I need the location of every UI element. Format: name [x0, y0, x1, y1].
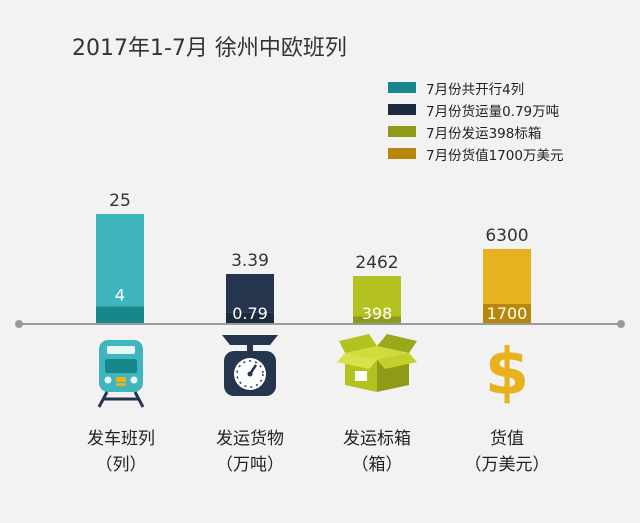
- legend-swatch: [388, 126, 416, 137]
- category-name: 发运标箱: [343, 429, 411, 449]
- category-unit: （万吨）: [216, 455, 284, 475]
- bar-total: [353, 276, 401, 317]
- bar-july-label: 0.79: [232, 304, 268, 323]
- legend-swatch: [388, 82, 416, 93]
- bar-july-label: 4: [115, 285, 125, 304]
- legend-item: 7月份货运量0.79万吨: [388, 101, 563, 120]
- category-unit: （万美元）: [464, 455, 550, 475]
- bar-july: [483, 303, 531, 324]
- legend-item: 7月份货值1700万美元: [388, 145, 564, 164]
- bar-total-label: 25: [109, 191, 131, 211]
- legend-swatch: [388, 148, 416, 159]
- category-unit: （列）: [95, 455, 147, 475]
- legend-label: 7月份发运398标箱: [426, 125, 542, 142]
- chart-title: 2017年1-7月 徐州中欧班列: [72, 36, 347, 61]
- legend-item: 7月份共开行4列: [388, 79, 563, 98]
- category-name: 发运货物: [216, 429, 284, 449]
- bar-total: [226, 274, 274, 313]
- category-name: 发车班列: [87, 429, 155, 449]
- train-icon: [97, 340, 145, 408]
- bar-total-label: 6300: [485, 226, 528, 246]
- bar-july-label: 398: [362, 304, 393, 323]
- box-icon: [337, 334, 417, 392]
- bar-july-label: 1700: [487, 304, 528, 323]
- bar-july: [226, 312, 274, 324]
- legend-item: 7月份发运398标箱: [388, 123, 563, 142]
- bar-total: [96, 214, 144, 307]
- category-unit: （箱）: [351, 455, 403, 475]
- category-label: 货值 （万美元）: [442, 426, 572, 478]
- axis-end-dot: [15, 320, 23, 328]
- legend-label: 7月份共开行4列: [426, 81, 525, 98]
- legend-label: 7月份货值1700万美元: [426, 147, 564, 164]
- legend-swatch: [388, 104, 416, 115]
- bars-group: 25 4 3.39 0.79 2462 398 6300 1700: [96, 191, 531, 324]
- category-label: 发车班列 （列）: [56, 426, 186, 478]
- legend-label: 7月份货运量0.79万吨: [426, 103, 560, 120]
- axis-end-dot: [617, 320, 625, 328]
- category-label: 发运货物 （万吨）: [185, 426, 315, 478]
- bar-total-label: 3.39: [231, 251, 269, 271]
- bar-total: [483, 249, 531, 304]
- category-label: 发运标箱 （箱）: [312, 426, 442, 478]
- legend: 7月份共开行4列 7月份货运量0.79万吨 7月份发运398标箱 7月份货值17…: [388, 79, 563, 167]
- bar-july: [96, 306, 144, 324]
- dollar-icon: $: [485, 336, 530, 410]
- category-name: 货值: [490, 429, 524, 449]
- bar-july: [353, 316, 401, 324]
- scale-icon: [222, 335, 278, 396]
- bar-total-label: 2462: [355, 253, 398, 273]
